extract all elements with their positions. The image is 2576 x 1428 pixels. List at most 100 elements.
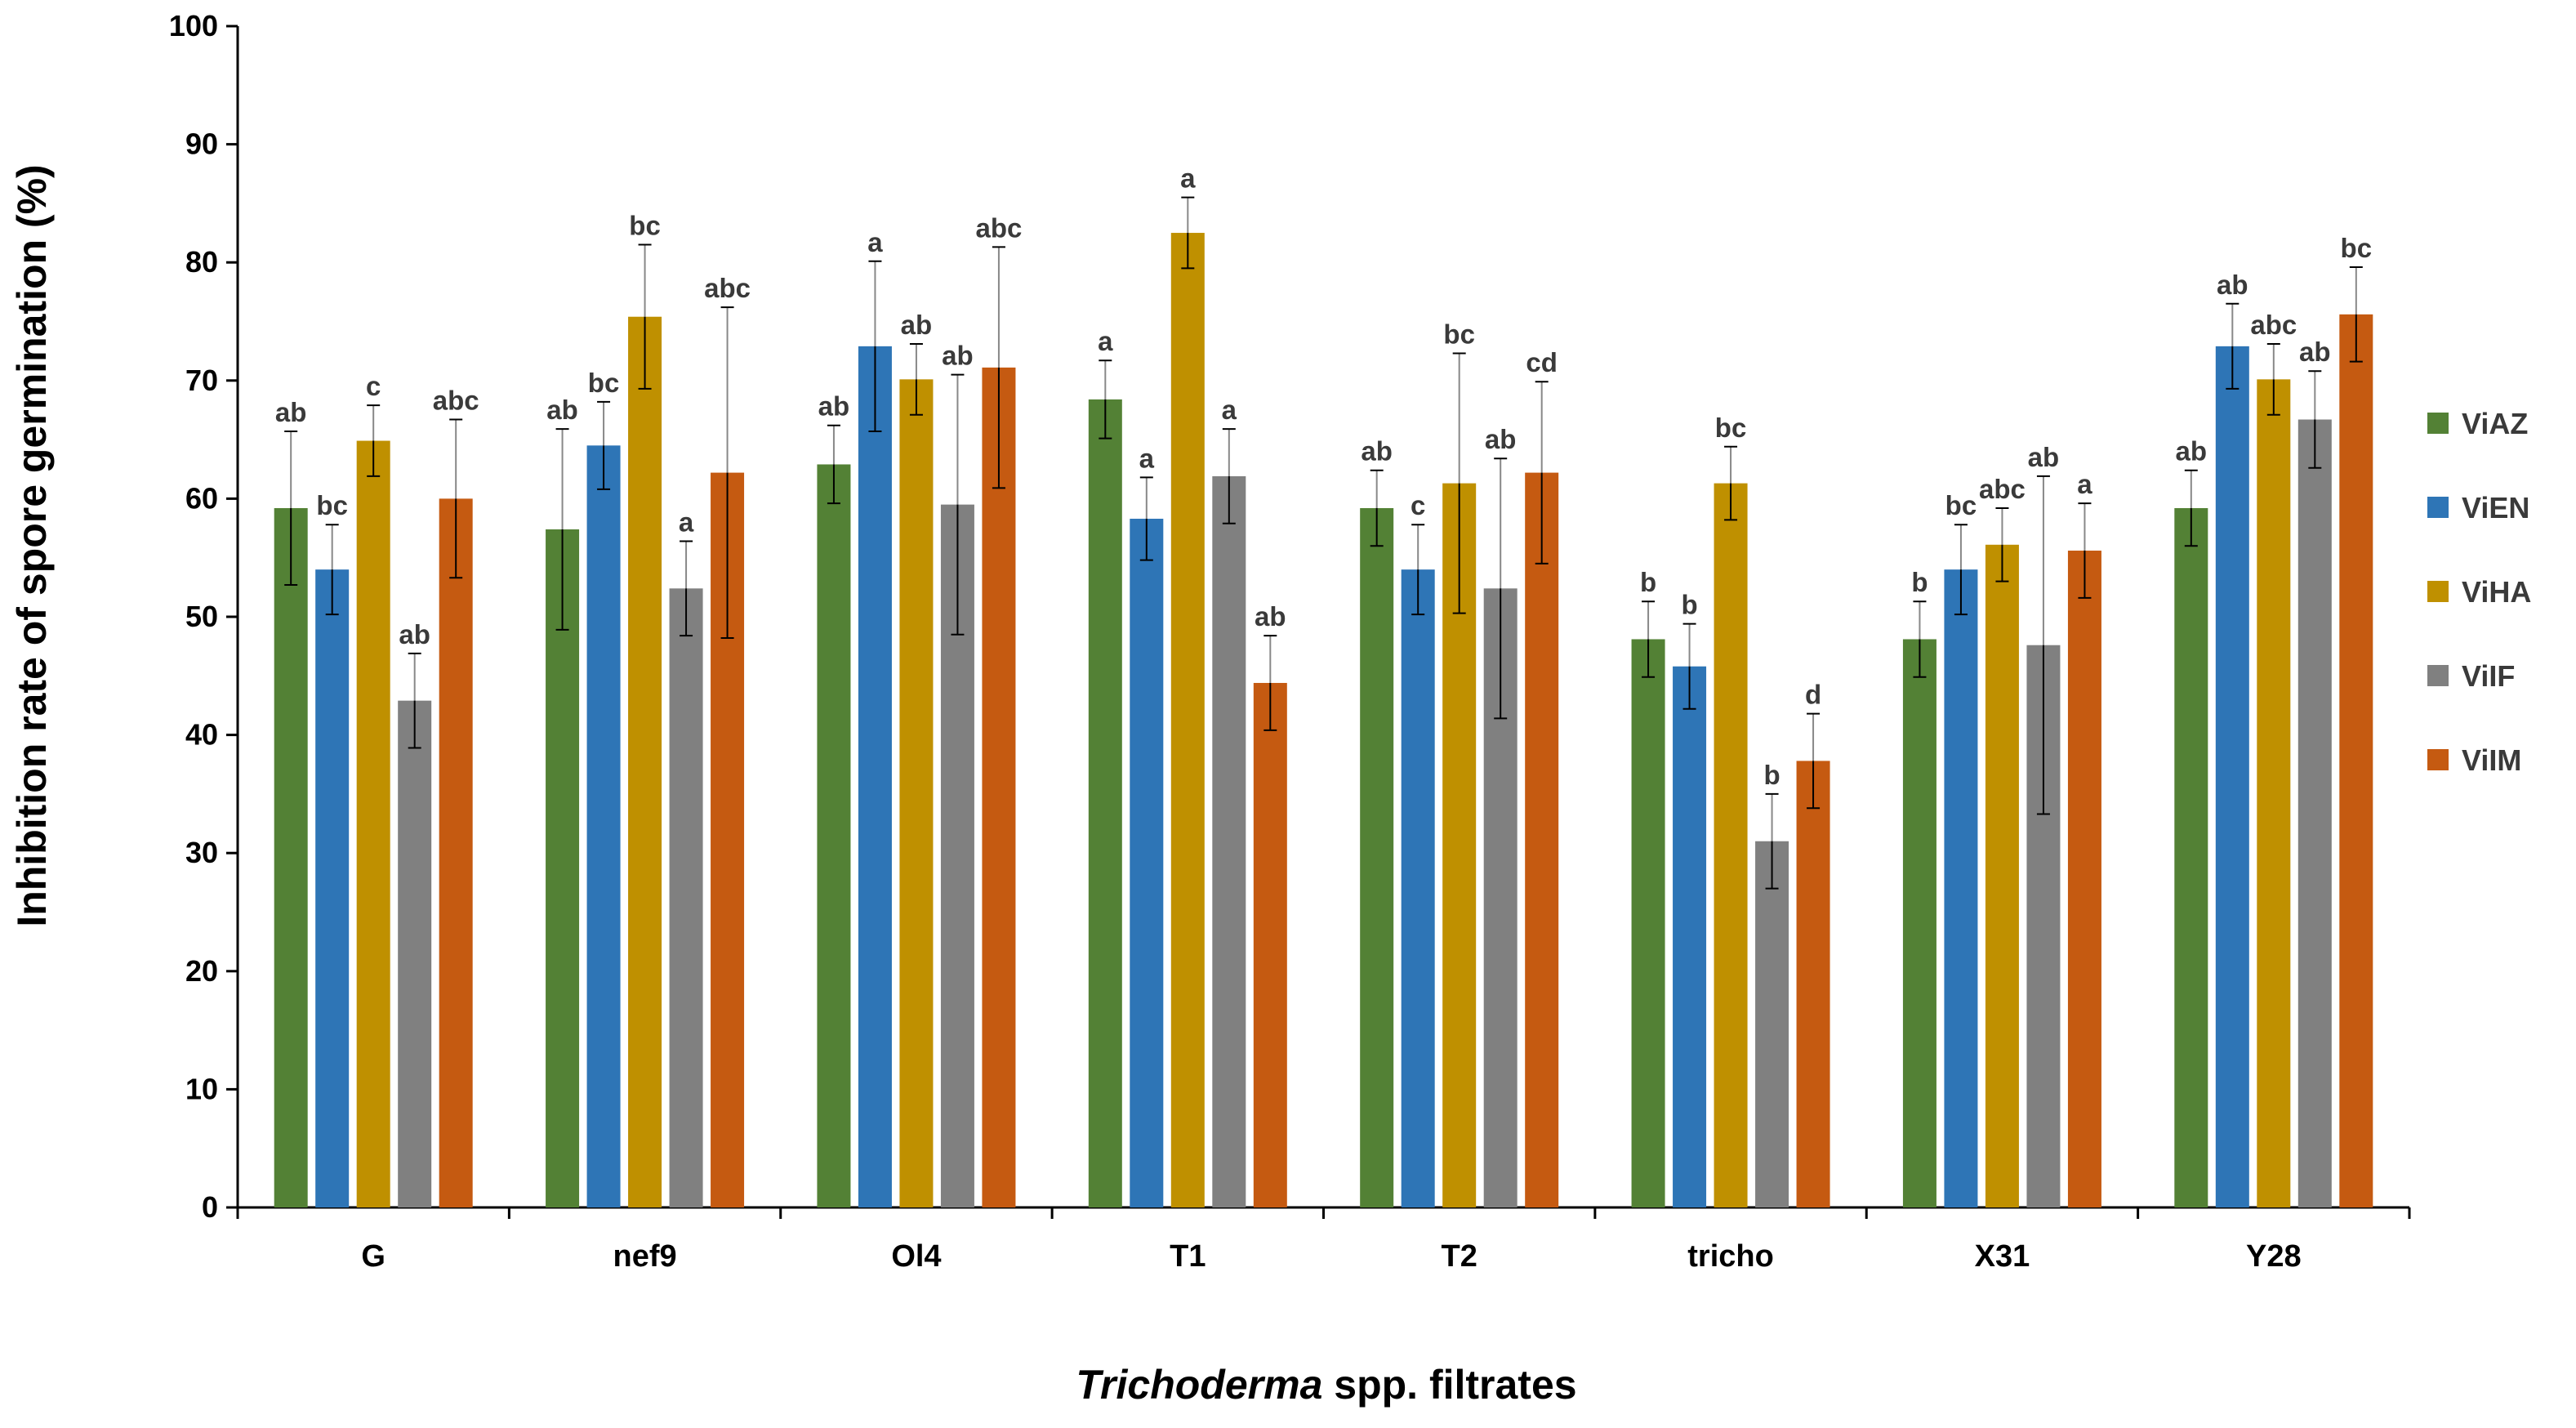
significance-letter: bc [629,211,661,241]
legend-swatch [2427,413,2449,434]
bar [858,346,892,1208]
bar [1360,507,1394,1207]
significance-letter: a [1098,326,1113,356]
y-tick-label: 90 [185,127,218,161]
bar [899,379,934,1207]
x-axis-title-rest: spp. filtrates [1322,1362,1576,1408]
bar [1253,682,1287,1207]
bar [1170,233,1205,1207]
significance-letter: abc [2250,310,2297,340]
significance-letter: abc [704,273,751,303]
y-tick-label: 10 [185,1072,218,1105]
error-bars [284,196,2363,890]
significance-letter: ab [2217,270,2248,300]
bar [1714,483,1748,1207]
y-tick-label: 40 [185,718,218,752]
y-tick-label: 50 [185,600,218,633]
bar [315,569,350,1207]
x-tick-label: tricho [1687,1239,1774,1274]
bar [398,700,432,1207]
bar [1212,475,1246,1207]
legend-swatch [2427,665,2449,686]
legend-label: ViAZ [2462,407,2528,440]
bar [982,367,1016,1207]
x-tick-label: X31 [1975,1239,2030,1274]
y-tick-label: 70 [185,364,218,397]
significance-letter: b [1911,567,1928,597]
bar [628,316,662,1207]
significance-letter: a [1139,443,1155,473]
significance-letter: ab [818,391,850,422]
x-tick-label: nef9 [613,1239,676,1274]
bar [1944,569,1978,1207]
significance-letter: ab [2176,436,2208,466]
legend-label: ViIM [2462,743,2521,777]
bar [1130,518,1164,1207]
significance-letter: ab [399,619,430,649]
significance-letter: abc [976,212,1023,243]
x-tick-label: G [361,1239,386,1274]
bar [1673,666,1707,1207]
bar [2067,551,2101,1207]
x-tick-label: T1 [1170,1239,1206,1274]
significance-letter: ab [1361,436,1393,466]
bar [586,445,621,1207]
significance-letter: bc [1443,319,1475,350]
bar [439,498,473,1207]
significance-letter: a [1180,163,1196,194]
significance-letter: ab [1485,424,1517,454]
significance-letter: b [1681,590,1697,620]
significance-letter: a [679,506,694,537]
legend-label: ViEN [2462,491,2529,524]
significance-letter: bc [1945,490,1977,520]
bar [356,440,390,1207]
bar [274,507,308,1207]
bar [1401,569,1435,1207]
significance-letter: abc [1979,474,2026,504]
significance-letter: abc [433,386,479,416]
x-tick-label: Y28 [2246,1239,2302,1274]
bar [2215,346,2249,1208]
significance-letter: ab [2299,337,2331,367]
significance-letter: b [1763,760,1780,790]
bar [2297,419,2332,1207]
x-tick-label: T2 [1442,1239,1477,1274]
significance-letter: a [867,227,883,257]
y-axis-title: Inhibition rate of spore germination (%) [9,164,55,926]
bar [2174,507,2208,1207]
bar [1985,544,2019,1207]
bar [1902,639,1936,1207]
significance-letter: ab [942,341,974,371]
significance-letter: bc [1715,413,1747,443]
significance-letter: bc [588,368,620,398]
legend-label: ViIF [2462,659,2515,693]
legend-swatch [2427,497,2449,518]
bar [817,464,851,1207]
significance-letter: ab [275,397,307,427]
legend-swatch [2427,749,2449,770]
y-tick-label: 0 [202,1190,218,1224]
bar [1525,472,1559,1207]
bar [1796,761,1830,1207]
significance-letter: ab [901,310,933,340]
bar [1088,399,1122,1207]
y-tick-label: 30 [185,836,218,869]
legend: ViAZ ViEN ViHA ViIF ViIM [2427,407,2531,777]
x-axis-title-italic: Trichoderma [1076,1362,1322,1408]
y-tick-label: 100 [169,9,218,42]
significance-letter: d [1805,680,1821,710]
x-tick-label: Ol4 [891,1239,941,1274]
x-axis-title: Trichoderma spp. filtrates [1076,1362,1576,1408]
significance-letter: c [1411,490,1425,520]
significance-letter: c [366,371,381,401]
bar [1631,639,1665,1207]
significance-letter: ab [2028,442,2060,472]
bar [2339,314,2373,1208]
significance-letter: ab [546,395,578,425]
significance-letter: a [2077,469,2092,499]
significance-letter: a [1222,395,1237,425]
y-tick-label: 60 [185,481,218,515]
